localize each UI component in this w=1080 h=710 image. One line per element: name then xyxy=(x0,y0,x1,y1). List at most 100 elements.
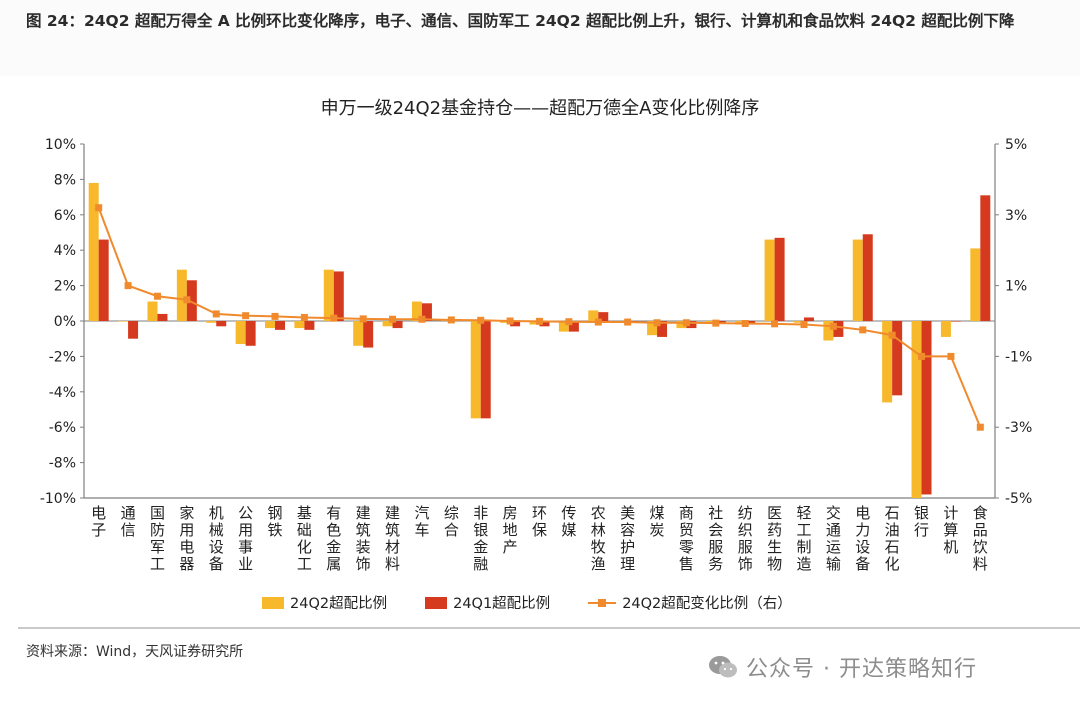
divider-top xyxy=(18,627,1080,629)
line-change-point xyxy=(859,326,867,334)
bar-24q1 xyxy=(421,303,432,321)
line-change-point xyxy=(947,352,955,360)
bar-24q2 xyxy=(118,321,129,322)
bar-24q2 xyxy=(852,239,863,321)
legend-swatch-24q1 xyxy=(425,596,448,609)
line-change-point xyxy=(624,318,632,326)
y-tick-label-right: -5% xyxy=(1005,491,1032,507)
bar-24q1 xyxy=(803,317,814,321)
y-tick-label-left: -4% xyxy=(49,385,76,401)
bar-24q1 xyxy=(774,237,785,321)
bar-24q1 xyxy=(686,321,697,329)
x-tick-label: 建筑材料 xyxy=(385,504,400,573)
figure-header: 图 24：24Q2 超配万得全 A 比例环比变化降序，电子、通信、国防军工 24… xyxy=(0,0,1080,76)
bar-24q1 xyxy=(657,321,668,337)
x-tick-label: 国防军工 xyxy=(150,504,165,573)
line-change-point xyxy=(242,312,250,320)
y-tick-label-left: 8% xyxy=(54,172,76,188)
line-change-point xyxy=(330,314,338,322)
x-tick-label: 综合 xyxy=(444,504,459,539)
bar-24q2 xyxy=(176,269,187,321)
x-tick-label: 家用电器 xyxy=(179,504,194,573)
bar-24q2 xyxy=(823,321,834,341)
y-tick-label-right: 1% xyxy=(1005,279,1027,295)
bar-24q1 xyxy=(245,321,256,346)
y-tick-label-left: 0% xyxy=(54,314,76,330)
legend-swatch-24q2 xyxy=(262,596,284,609)
bar-24q2 xyxy=(588,310,599,321)
bar-24q2 xyxy=(882,321,893,403)
chart-canvas: 10% 8% 6% 4% 2% 0% -2% -4% -6% -8% -10% 5% 3% 1% -1% -3… xyxy=(40,137,1032,573)
line-change-point xyxy=(124,282,132,290)
y-tick-label-left: 4% xyxy=(54,243,76,259)
x-tick-label: 美容护理 xyxy=(620,504,635,573)
y-tick-label-right: 3% xyxy=(1005,208,1027,224)
x-tick-label: 轻工制造 xyxy=(796,504,811,573)
x-tick-label: 基础化工 xyxy=(297,504,312,573)
line-change-point xyxy=(418,315,426,323)
line-change-point xyxy=(829,322,837,330)
chart-title: 申万一级24Q2基金持仓——超配万德全A变化比例降序 xyxy=(320,98,760,119)
x-tick-label: 煤炭 xyxy=(650,504,665,539)
bar-24q2 xyxy=(294,321,305,329)
legend-item-change: 24Q2超配变化比例（右） xyxy=(588,592,792,613)
x-tick-label: 交通运输 xyxy=(826,504,841,573)
x-tick-label: 机械设备 xyxy=(209,504,224,573)
bar-24q1 xyxy=(892,321,903,396)
bar-24q1 xyxy=(539,321,550,327)
y-tick-label-left: -10% xyxy=(40,491,76,507)
x-tick-label: 通信 xyxy=(121,504,136,539)
bar-24q1 xyxy=(510,321,521,327)
x-tick-label: 房地产 xyxy=(503,504,518,556)
line-change-point xyxy=(271,312,279,320)
legend-item-24q1: 24Q1超配比例 xyxy=(425,592,550,613)
y-tick-label-left: 6% xyxy=(54,208,76,224)
watermark-text: 公众号 · 开达策略知行 xyxy=(746,657,977,682)
bar-24q2 xyxy=(793,321,804,323)
bar-24q1 xyxy=(598,312,609,321)
line-change-point xyxy=(183,296,191,304)
bar-24q2 xyxy=(88,182,99,321)
figure-caption: 图 24：24Q2 超配万得全 A 比例环比变化降序，电子、通信、国防军工 24… xyxy=(26,12,1015,30)
bar-24q1 xyxy=(980,195,991,321)
bar-24q2 xyxy=(147,301,158,321)
line-change-point xyxy=(300,313,308,321)
y-tick-label-right: -1% xyxy=(1005,349,1032,365)
line-change-series xyxy=(97,207,982,428)
legend-label-24q2: 24Q2超配比例 xyxy=(290,596,388,612)
x-tick-label: 建筑装饰 xyxy=(356,504,371,573)
bar-24q1 xyxy=(157,313,168,321)
bar-24q2 xyxy=(235,321,246,345)
bar-24q1 xyxy=(216,321,227,327)
bar-24q1 xyxy=(568,321,579,332)
bar-24q1 xyxy=(480,321,491,419)
line-change-point xyxy=(565,318,573,326)
y-tick-label-right: -3% xyxy=(1005,420,1032,436)
wechat-icon xyxy=(709,656,737,678)
bar-24q1 xyxy=(392,321,403,329)
bar-24q2 xyxy=(705,321,716,323)
x-tick-label: 食品饮料 xyxy=(973,504,988,573)
bar-24q2 xyxy=(382,321,393,327)
x-tick-label: 社会服务 xyxy=(708,504,723,573)
line-change-point xyxy=(447,316,455,324)
line-change-point xyxy=(741,319,749,327)
line-change-point xyxy=(212,310,220,318)
line-change-point xyxy=(506,317,514,325)
y-tick-label-left: -8% xyxy=(49,456,76,472)
x-tick-label: 传媒 xyxy=(561,504,576,539)
legend-swatch-change xyxy=(588,596,617,610)
bar-24q1 xyxy=(833,321,844,337)
x-tick-label: 电力设备 xyxy=(855,504,870,573)
x-tick-label: 农林牧渔 xyxy=(591,504,606,573)
bar-24q1 xyxy=(275,321,286,330)
bar-24q1 xyxy=(363,321,374,348)
legend-label-24q1: 24Q1超配比例 xyxy=(453,596,551,612)
line-change-point xyxy=(477,316,485,324)
line-change-point xyxy=(653,319,661,327)
bar-24q1 xyxy=(950,321,961,322)
x-tick-label: 公用事业 xyxy=(238,504,253,573)
bar-24q2 xyxy=(676,321,687,329)
line-change-point xyxy=(712,319,720,327)
bar-24q1 xyxy=(715,321,726,323)
